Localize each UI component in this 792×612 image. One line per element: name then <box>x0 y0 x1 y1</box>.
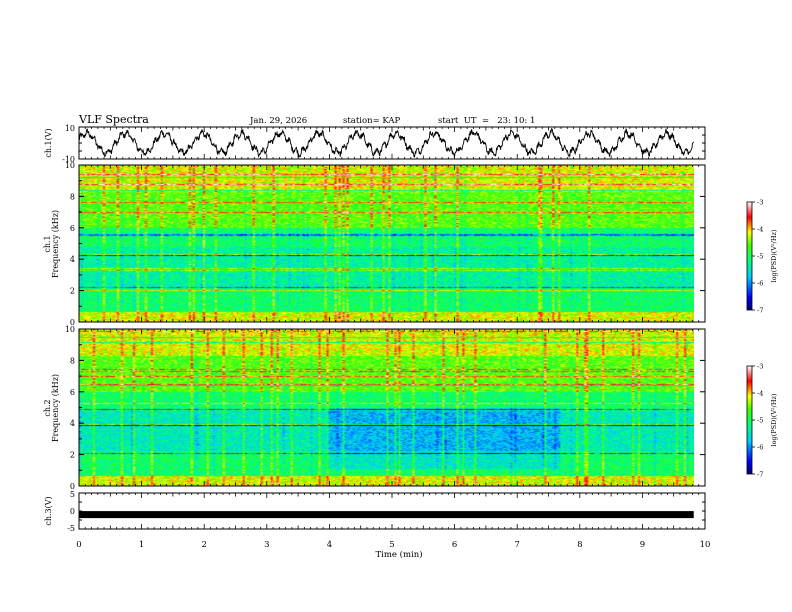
colorbar-tick-label: -3 <box>757 363 763 371</box>
spectrogram-ytick-label: 4 <box>70 419 75 428</box>
time-tick-label: 10 <box>700 540 711 550</box>
vlf-figure: VLF Spectra Jan. 29, 2026 station= KAP s… <box>0 0 792 612</box>
colorbar-tick-label: -6 <box>757 444 763 452</box>
ch1-spectrogram-ylabel-freq: Frequency (kHz) <box>51 210 60 278</box>
ch2-spectrogram-image <box>79 329 694 486</box>
time-tick-label: 1 <box>139 540 144 550</box>
ch1-colorbar <box>747 202 752 310</box>
ch2-colorbar <box>747 366 752 474</box>
colorbar-tick-label: -5 <box>757 253 763 261</box>
ch1-spectrogram-image <box>79 165 694 322</box>
ch1-ytick-top: 10 <box>65 124 75 133</box>
station-label: station= KAP <box>343 116 401 126</box>
spectrogram-ytick-label: 6 <box>70 224 75 233</box>
ch3-waveform-frame <box>79 493 705 529</box>
time-tick-label: 6 <box>452 540 457 550</box>
time-tick-label: 3 <box>264 540 269 550</box>
time-tick-label: 2 <box>201 540 206 550</box>
colorbar-tick-label: -3 <box>757 199 763 207</box>
start-time-label: start UT = 23: 10: 1 <box>438 116 535 126</box>
colorbar-tick-label: -5 <box>757 417 763 425</box>
time-axis-tick-labels: 0 1 2 3 4 5 6 7 8 9 10 <box>76 540 710 550</box>
ch2-spectrogram-ylabel-freq: Frequency (kHz) <box>51 374 60 442</box>
ch1-waveform-line <box>79 129 694 158</box>
ch3-ytick-top: 5 <box>70 490 75 499</box>
time-tick-label: 8 <box>577 540 582 550</box>
time-axis-label: Time (min) <box>375 549 422 560</box>
time-tick-label: 0 <box>76 540 81 550</box>
spectrogram-ytick-label: 2 <box>70 287 75 296</box>
date-label: Jan. 29, 2026 <box>249 116 307 126</box>
ch1-waveform-ylabel: ch.1(V) <box>44 128 53 157</box>
ch2-colorbar-label: log(PSD)(V²/Hz) <box>770 393 778 446</box>
colorbar-tick-label: -6 <box>757 280 763 288</box>
spectrogram-ytick-label: 10 <box>65 161 75 170</box>
time-tick-label: 4 <box>327 540 332 550</box>
ch3-waveform-panel: 5 0 -5 ch.3(V) <box>44 490 705 533</box>
ch1-spectrogram-panel: 0246810 ch.1 Frequency (kHz) -3-4-5-6-7 … <box>43 161 778 327</box>
spectrogram-ytick-label: 8 <box>70 192 75 201</box>
spectrogram-ytick-label: 4 <box>70 255 75 264</box>
time-tick-label: 5 <box>389 540 394 550</box>
ch3-waveform-ylabel: ch.3(V) <box>44 496 53 525</box>
spectrogram-ytick-label: 2 <box>70 451 75 460</box>
figure-title: VLF Spectra <box>78 113 149 126</box>
ch3-waveform-signal <box>79 511 694 518</box>
time-tick-label: 7 <box>514 540 519 550</box>
ch3-ytick-bottom: -5 <box>67 524 75 533</box>
ch2-spectrogram-panel: 0246810 ch.2 Frequency (kHz) -3-4-5-6-7 … <box>43 325 778 491</box>
spectrogram-ytick-label: 8 <box>70 356 75 365</box>
time-tick-label: 9 <box>640 540 645 550</box>
spectrogram-ytick-label: 6 <box>70 388 75 397</box>
colorbar-tick-label: -4 <box>757 390 763 398</box>
ch1-waveform-panel: 10 -10 ch.1(V) <box>44 124 705 164</box>
spectrogram-ytick-label: 10 <box>65 325 75 334</box>
colorbar-tick-label: -7 <box>757 471 763 479</box>
ch1-colorbar-label: log(PSD)(V²/Hz) <box>770 229 778 282</box>
ch3-ytick-mid: 0 <box>70 507 75 516</box>
colorbar-tick-label: -4 <box>757 226 763 234</box>
colorbar-tick-label: -7 <box>757 307 763 315</box>
